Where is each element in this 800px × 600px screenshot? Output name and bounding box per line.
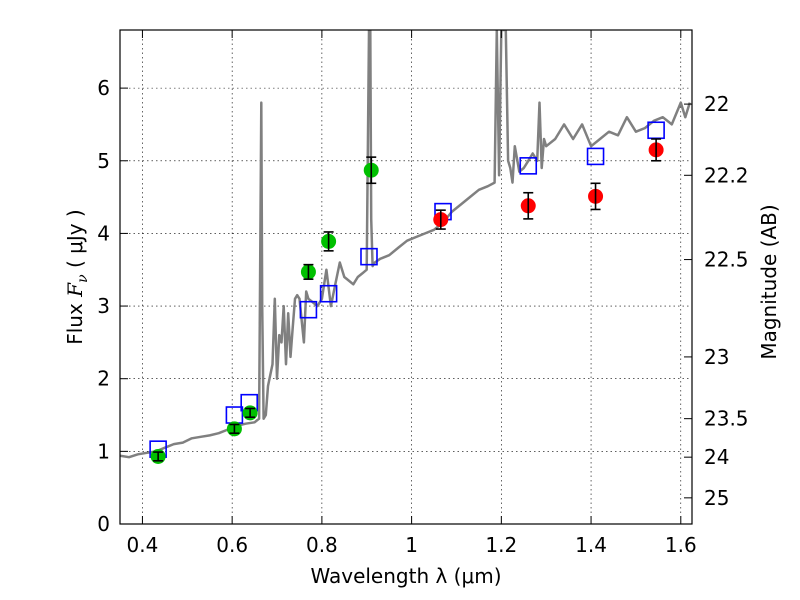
- model-photometry-square: [519, 157, 538, 175]
- y-tick-label: 3: [97, 294, 110, 318]
- x-axis-label: Wavelength λ (μm): [310, 564, 501, 588]
- y-tick-label: 5: [97, 149, 110, 173]
- x-tick-label: 0.6: [216, 533, 248, 557]
- x-tick-label: 0.4: [127, 533, 159, 557]
- y-axis-label: Flux Fν ( μJy ): [63, 209, 91, 344]
- spectrum-layer: [120, 30, 691, 459]
- x-tick-label: 1.2: [485, 533, 517, 557]
- axis-ticks: 0.4 0.6 0.8 1 1.2 1.4 1.601234562222.222.52323…: [97, 30, 749, 557]
- y2-tick-label: 22.5: [704, 248, 749, 272]
- y2-tick-label: 22: [704, 92, 729, 116]
- x-tick-label: 0.8: [306, 533, 338, 557]
- y-tick-label: 0: [97, 512, 110, 536]
- model-photometry-square: [319, 284, 338, 303]
- y2-tick-label: 23: [704, 345, 729, 369]
- y-axis-label-subscript: ν: [75, 274, 91, 283]
- x-tick-label: 1: [405, 533, 418, 557]
- y-tick-label: 6: [97, 76, 110, 100]
- y-axis-label-prefix: Flux: [63, 297, 87, 345]
- photometry-layer: [149, 121, 665, 464]
- y2-tick-label: 22.2: [704, 163, 749, 187]
- y-tick-label: 2: [97, 367, 110, 391]
- y-axis-label-symbol: F: [63, 282, 87, 298]
- y2-axis-label: Magnitude (AB): [757, 204, 781, 359]
- model-photometry-square: [586, 147, 605, 166]
- y-tick-label: 1: [97, 439, 110, 463]
- model-photometry-square: [299, 300, 318, 319]
- x-tick-label: 1.6: [665, 533, 697, 557]
- model-photometry-square: [360, 247, 378, 266]
- plot-frame: [119, 29, 693, 525]
- model-spectrum-line: [120, 30, 691, 459]
- y-tick-label: 4: [97, 221, 110, 245]
- y2-tick-label: 24: [704, 445, 729, 469]
- y2-tick-label: 23.5: [704, 407, 749, 431]
- y-axis-label-suffix: ( μJy ): [63, 209, 87, 274]
- x-tick-label: 1.4: [575, 533, 607, 557]
- y2-tick-label: 25: [704, 486, 729, 510]
